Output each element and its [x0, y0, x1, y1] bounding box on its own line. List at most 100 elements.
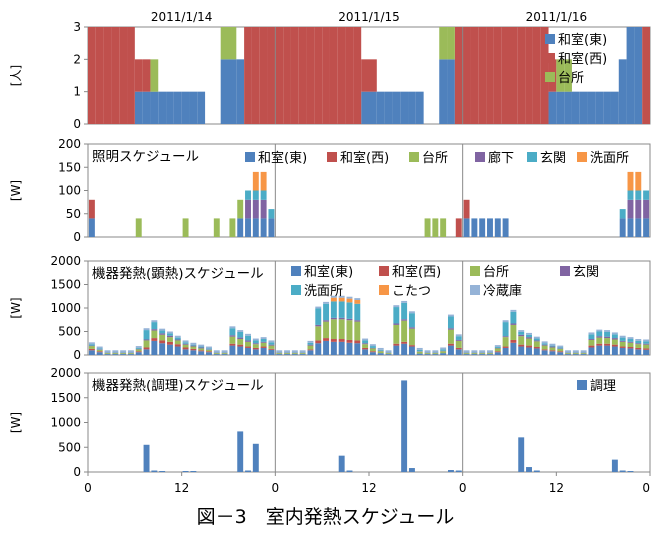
data-bar: [408, 311, 415, 314]
data-bar: [571, 91, 580, 124]
data-bar: [323, 321, 330, 339]
data-bar: [96, 351, 103, 353]
data-bar: [260, 346, 267, 348]
data-bar: [276, 354, 283, 355]
data-bar: [549, 347, 556, 351]
data-bar: [252, 218, 259, 237]
legend: 和室(東) 和室(西) 台所 廊下 玄関 洗面所: [245, 150, 629, 166]
data-bar: [291, 350, 298, 353]
data-bar: [259, 27, 268, 124]
data-bar: [213, 353, 220, 355]
data-bar: [447, 316, 454, 329]
data-bar: [143, 349, 150, 355]
data-bar: [330, 339, 337, 342]
data-bar: [173, 91, 182, 124]
data-bar: [510, 339, 517, 343]
data-bar: [510, 311, 517, 324]
data-bar: [268, 345, 275, 349]
data-bar: [315, 308, 322, 325]
legend-label: 台所: [483, 265, 509, 280]
data-bar: [541, 344, 548, 346]
legend: 調理: [577, 379, 616, 394]
data-bar: [369, 348, 376, 352]
data-bar: [611, 339, 618, 345]
data-bar: [315, 324, 322, 327]
data-bar: [166, 333, 173, 336]
data-bar: [509, 27, 518, 124]
data-bar: [393, 307, 400, 324]
data-bar: [330, 341, 337, 355]
data-bar: [151, 330, 158, 339]
data-bar: [518, 344, 525, 347]
data-bar: [245, 218, 251, 237]
data-bar: [384, 91, 393, 124]
data-bar: [502, 337, 509, 347]
data-bar: [127, 350, 134, 353]
legend-label: 洗面所: [304, 284, 343, 299]
data-bar: [237, 337, 244, 340]
data-bar: [229, 335, 236, 337]
date-label: 2011/1/16: [526, 10, 588, 24]
data-bar: [643, 348, 650, 350]
legend-swatch: [545, 53, 555, 63]
data-bar: [564, 59, 572, 92]
y-tick-label: 2000: [50, 366, 81, 380]
data-bar: [245, 347, 251, 355]
data-bar: [127, 353, 134, 355]
data-bar: [190, 350, 197, 355]
data-bar: [518, 331, 525, 335]
series-2: [88, 27, 650, 124]
data-bar: [572, 353, 579, 355]
data-bar: [619, 347, 626, 355]
data-bar: [526, 467, 532, 472]
data-bar: [283, 27, 291, 124]
data-bar: [143, 444, 150, 472]
x-tick-label: 0: [272, 481, 280, 495]
data-bar: [440, 353, 447, 355]
legend-swatch: [577, 380, 587, 390]
panel-title: 機器発熱(顕熱)スケジュール: [92, 266, 264, 282]
data-bar: [291, 353, 298, 355]
data-bar: [635, 199, 642, 219]
data-bar: [112, 354, 119, 355]
data-bar: [556, 91, 565, 124]
data-bar: [120, 354, 127, 355]
data-bar: [338, 301, 345, 318]
data-bar: [432, 354, 439, 355]
data-bar: [135, 346, 142, 348]
data-bar: [463, 218, 470, 237]
data-bar: [237, 344, 244, 347]
data-bar: [260, 341, 267, 343]
data-bar: [174, 337, 181, 340]
data-bar: [159, 334, 166, 341]
data-bar: [502, 320, 509, 323]
data-bar: [634, 27, 643, 124]
data-bar: [494, 352, 501, 355]
data-bar: [181, 91, 190, 124]
data-bar: [596, 331, 603, 337]
data-bar: [494, 351, 501, 353]
data-bar: [96, 349, 103, 352]
data-bar: [579, 91, 588, 124]
data-bar: [487, 353, 493, 355]
data-bar: [236, 59, 245, 125]
data-bar: [142, 91, 151, 124]
data-bar: [151, 470, 158, 472]
data-bar: [643, 218, 650, 237]
data-bar: [166, 341, 173, 345]
data-bar: [518, 336, 525, 345]
data-bar: [268, 340, 275, 343]
data-bar: [400, 91, 409, 124]
data-bar: [518, 346, 525, 355]
data-bar: [502, 322, 509, 337]
data-bar: [159, 343, 166, 355]
figure-caption: 図－3 室内発熱スケジュール: [196, 506, 455, 528]
data-bar: [362, 338, 369, 341]
data-bar: [432, 218, 439, 237]
data-bar: [627, 199, 634, 219]
data-bar: [455, 218, 462, 237]
data-bar: [237, 346, 244, 355]
data-bar: [345, 27, 354, 124]
data-bar: [478, 27, 487, 124]
data-bar: [127, 27, 135, 124]
